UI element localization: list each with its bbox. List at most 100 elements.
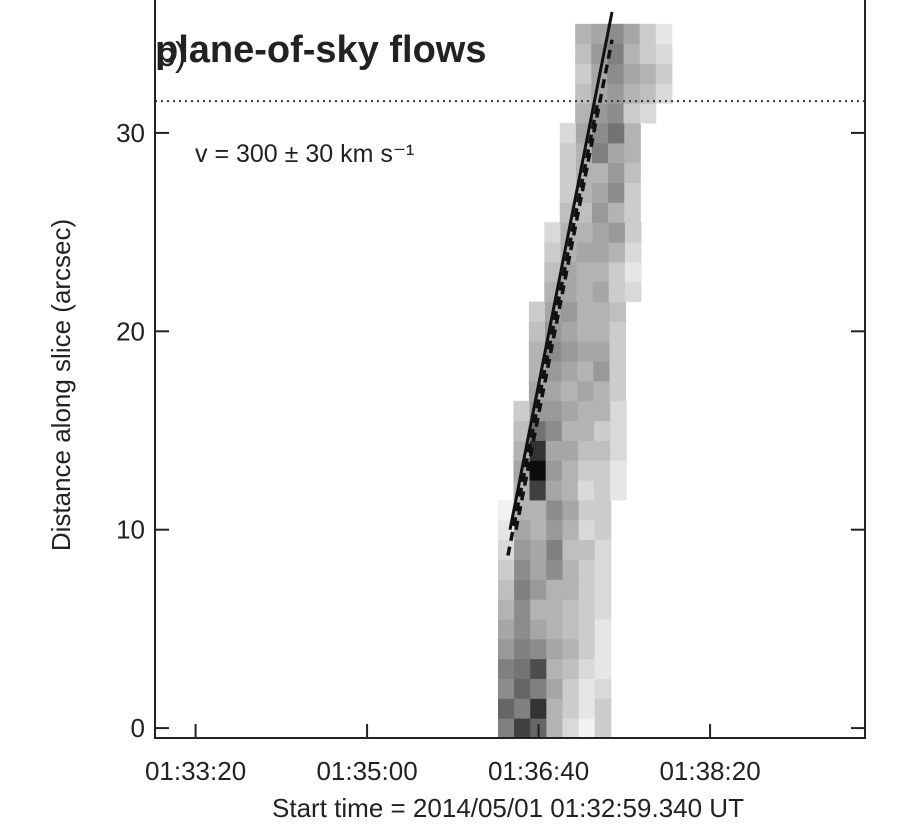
heatmap-cell	[608, 222, 626, 243]
heatmap-cell	[562, 599, 580, 620]
heatmap-cell	[578, 638, 596, 660]
heatmap-cell	[639, 23, 657, 45]
heatmap-cell	[546, 718, 563, 739]
heatmap-cell	[594, 559, 612, 580]
heatmap-cell	[562, 658, 580, 679]
heatmap-cell	[576, 242, 594, 263]
heatmap-cell	[562, 718, 580, 739]
heatmap-cell	[655, 43, 673, 64]
heatmap-cell	[576, 222, 594, 243]
heatmap-cell	[594, 618, 612, 640]
heatmap-cell	[593, 380, 610, 402]
x-axis-label: Start time = 2014/05/01 01:32:59.340 UT	[272, 793, 744, 823]
heatmap-cell	[578, 599, 596, 620]
heatmap-cell	[607, 23, 625, 45]
heatmap-cell	[530, 698, 547, 719]
heatmap-cell	[562, 519, 580, 541]
heatmap-cell	[578, 718, 596, 739]
heatmap-cell	[594, 499, 612, 521]
heatmap-cell	[577, 301, 594, 322]
heatmap-cell	[655, 83, 673, 104]
heatmap-cell	[623, 83, 641, 104]
heatmap-cell	[594, 539, 612, 560]
heatmap-cell	[545, 440, 563, 461]
heatmap-cell	[562, 539, 580, 560]
heatmap-cell	[545, 400, 563, 422]
heatmap-cell	[528, 341, 546, 362]
heatmap-cell	[624, 202, 641, 223]
heatmap-cell	[529, 440, 547, 461]
heatmap-cell	[497, 618, 515, 640]
heatmap-cell	[575, 43, 592, 64]
heatmap-cell	[514, 599, 531, 620]
heatmap-cell	[514, 579, 531, 600]
heatmap-cell	[562, 618, 580, 640]
heatmap-cell	[608, 202, 625, 223]
heatmap-cell	[562, 579, 580, 600]
heatmap-cell	[594, 599, 612, 620]
heatmap-cell	[594, 658, 612, 679]
heatmap-cell	[576, 281, 594, 303]
heatmap-cell	[559, 123, 577, 144]
heatmap-cell	[593, 341, 610, 362]
heatmap-cell	[607, 83, 625, 104]
fit-line	[508, 11, 614, 530]
heatmap-cell	[576, 261, 594, 283]
heatmap-cell	[497, 599, 515, 620]
heatmap-cell	[530, 579, 547, 600]
heatmap-cell	[497, 638, 515, 660]
heatmap-cell	[594, 579, 612, 600]
annotation: v = 300 ± 30 km s⁻¹	[195, 140, 414, 168]
heatmap-cell	[561, 400, 579, 422]
heatmap-cell	[561, 321, 578, 342]
y-axis-label: Distance along slice (arcsec)	[46, 219, 76, 551]
heatmap-cell	[594, 638, 612, 660]
heatmap-cell	[530, 599, 547, 620]
heatmap-cell	[577, 380, 594, 402]
heatmap-cell	[610, 420, 627, 441]
heatmap-cell	[544, 242, 561, 263]
heatmap-cell	[639, 43, 657, 64]
y-tick-label: 30	[116, 118, 145, 148]
heatmap-cell	[608, 261, 626, 283]
heatmap-cell	[577, 460, 595, 481]
heatmap-cell	[497, 698, 515, 719]
heatmap-cell	[577, 480, 595, 501]
heatmap-cell	[609, 361, 627, 382]
heatmap-cell	[544, 222, 561, 243]
heatmap-cell	[561, 440, 579, 461]
heatmap-cell	[639, 103, 657, 124]
heatmap-cell	[546, 579, 563, 600]
heatmap-cell	[577, 420, 595, 441]
heatmap-cell	[545, 420, 563, 441]
heatmap-cell	[578, 499, 596, 521]
heatmap-cell	[513, 400, 531, 422]
heatmap-cell	[591, 23, 608, 45]
heatmap-cell	[497, 718, 515, 739]
heatmap-cell	[559, 162, 577, 184]
heatmap-cell	[546, 698, 563, 719]
heatmap-cell	[624, 142, 641, 164]
heatmap-cell	[624, 182, 641, 203]
heatmap-cell	[577, 440, 595, 461]
heatmap-cell	[545, 480, 563, 501]
heatmap-cell	[592, 281, 610, 303]
heatmap-cell	[592, 242, 610, 263]
heatmap-cell	[594, 400, 611, 422]
heatmap-cell	[610, 400, 627, 422]
heatmap-cell	[578, 618, 596, 640]
heatmap-cell	[497, 559, 515, 580]
heatmap-cell	[562, 638, 580, 660]
heatmap-cell	[514, 658, 531, 679]
heatmap-cell	[514, 678, 531, 699]
heatmap-cell	[623, 23, 641, 45]
heatmap-cell	[530, 499, 547, 521]
fit-line	[506, 100, 600, 556]
heatmap-cell	[530, 539, 547, 560]
heatmap-cell	[623, 63, 641, 84]
overlay	[154, 0, 866, 739]
heatmap-cell	[624, 222, 642, 243]
heatmap-cell	[608, 123, 625, 144]
heatmap-cell	[592, 222, 610, 243]
